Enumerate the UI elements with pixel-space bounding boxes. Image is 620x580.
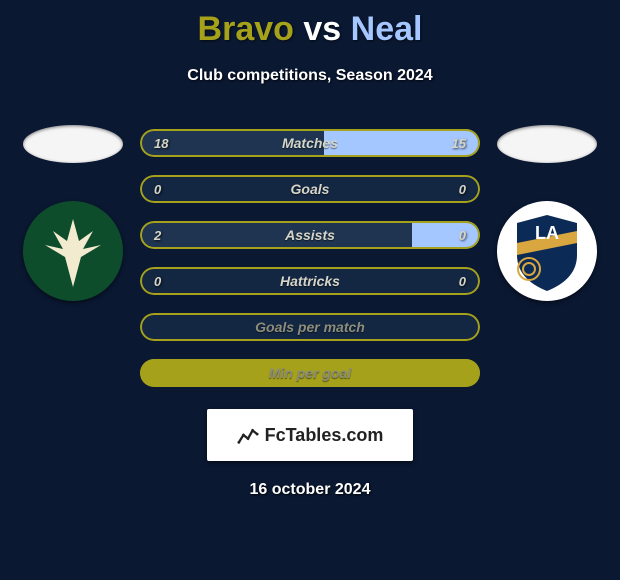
right-team-crest: LA xyxy=(497,201,597,301)
stat-row: 1815Matches xyxy=(140,129,480,157)
title-left: Bravo xyxy=(198,10,294,48)
svg-text:LA: LA xyxy=(535,223,559,243)
galaxy-crest-icon: LA xyxy=(497,201,597,301)
watermark-badge: FcTables.com xyxy=(207,409,413,461)
stat-label: Assists xyxy=(140,227,480,243)
stat-bars: 1815Matches 00Goals 20Assists 00Hattricks Go… xyxy=(140,125,480,387)
stat-row: 00Goals xyxy=(140,175,480,203)
stat-label: Hattricks xyxy=(140,273,480,289)
page-title: Bravo vs Neal xyxy=(0,0,620,49)
stat-row: 20Assists xyxy=(140,221,480,249)
left-team-crest xyxy=(23,201,123,301)
title-vs: vs xyxy=(303,10,341,48)
fctables-logo-icon xyxy=(237,424,259,446)
stat-label: Matches xyxy=(140,135,480,151)
stat-row: Goals per match xyxy=(140,313,480,341)
content: 1815Matches 00Goals 20Assists 00Hattricks Go… xyxy=(0,125,620,387)
stat-label: Min per goal xyxy=(140,365,480,381)
left-avatar-placeholder xyxy=(23,125,123,163)
stat-label: Goals per match xyxy=(140,319,480,335)
timbers-crest-icon xyxy=(23,201,123,301)
left-column xyxy=(18,125,128,301)
date: 16 october 2024 xyxy=(0,481,620,499)
watermark-text: FcTables.com xyxy=(265,425,384,446)
right-column: LA xyxy=(492,125,602,301)
stat-label: Goals xyxy=(140,181,480,197)
stat-row: 00Hattricks xyxy=(140,267,480,295)
stat-row: Min per goal xyxy=(140,359,480,387)
right-avatar-placeholder xyxy=(497,125,597,163)
title-right: Neal xyxy=(351,10,423,48)
subtitle: Club competitions, Season 2024 xyxy=(0,67,620,85)
